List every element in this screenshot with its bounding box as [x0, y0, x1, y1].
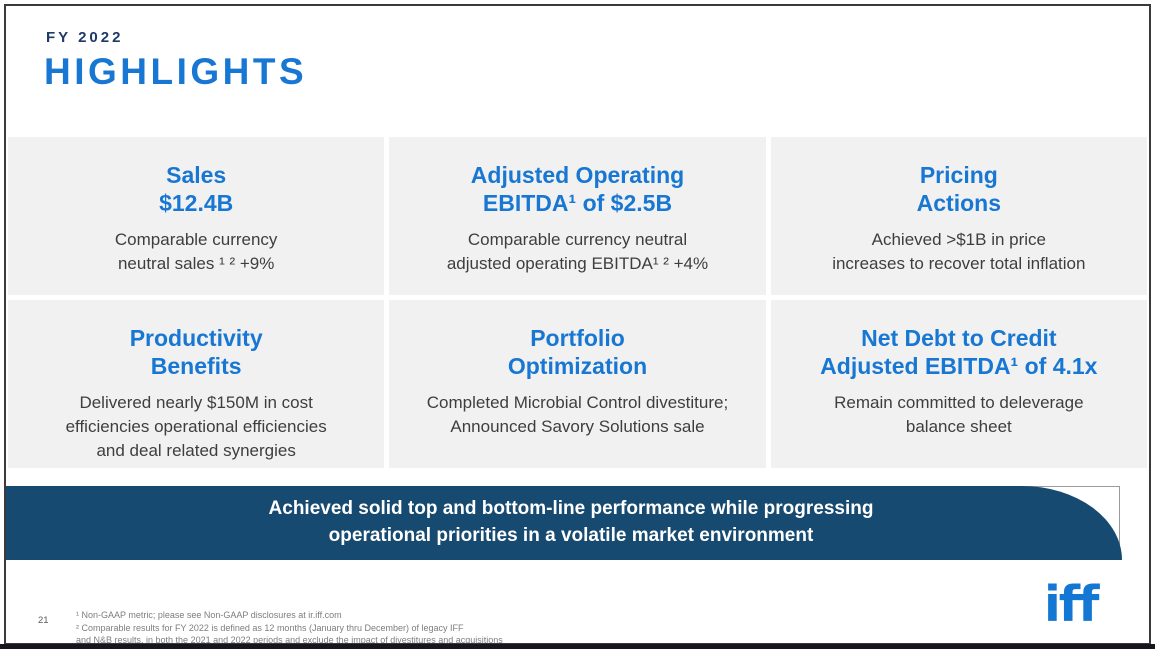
- summary-banner-background: [6, 486, 1122, 560]
- card-body: Delivered nearly $150M in cost efficienc…: [8, 391, 384, 463]
- card-title-line: Productivity: [129, 325, 263, 351]
- card-body-line: Announced Savory Solutions sale: [450, 417, 705, 436]
- card-title-line: Optimization: [507, 353, 648, 379]
- card-title-line: Pricing: [919, 162, 998, 188]
- card-body-line: Comparable currency neutral: [467, 230, 688, 249]
- card-title-line: Net Debt to Credit: [861, 325, 1057, 351]
- card-net-debt: Net Debt to Credit Adjusted EBITDA¹ of 4…: [770, 300, 1147, 468]
- card-body-line: and deal related synergies: [96, 441, 296, 460]
- summary-banner-line: operational priorities in a volatile mar…: [328, 525, 814, 546]
- summary-banner: Achieved solid top and bottom-line perfo…: [6, 486, 1122, 560]
- summary-banner-line: Achieved solid top and bottom-line perfo…: [268, 498, 874, 519]
- footnote-comparable-results: ² Comparable results for FY 2022 is defi…: [76, 622, 464, 633]
- card-body-line: increases to recover total inflation: [832, 254, 1086, 273]
- card-body: Achieved >$1B in price increases to reco…: [771, 228, 1147, 276]
- card-body-line: Delivered nearly $150M in cost: [79, 393, 313, 412]
- card-title-line: Benefits: [150, 353, 242, 379]
- card-body-line: adjusted operating EBITDA¹ ² +4%: [446, 254, 709, 273]
- card-body-line: efficiencies operational efficiencies: [65, 417, 327, 436]
- card-title-line: Sales: [166, 162, 227, 188]
- card-title: Portfolio Optimization: [389, 324, 765, 380]
- iff-logo: iff: [1044, 576, 1099, 633]
- footnote-non-gaap: ¹ Non-GAAP metric; please see Non-GAAP d…: [76, 610, 342, 620]
- highlights-grid: Sales $12.4B Comparable currency neutral…: [8, 137, 1147, 468]
- card-title: Productivity Benefits: [8, 324, 384, 380]
- card-body: Comparable currency neutral adjusted ope…: [389, 228, 765, 276]
- card-body-line: Completed Microbial Control divestiture;: [426, 393, 729, 412]
- summary-banner-text: Achieved solid top and bottom-line perfo…: [7, 487, 1119, 557]
- card-body: Remain committed to deleverage balance s…: [771, 391, 1147, 439]
- card-title-line: Adjusted Operating: [470, 162, 685, 188]
- card-body: Completed Microbial Control divestiture;…: [389, 391, 765, 439]
- card-title: Sales $12.4B: [8, 161, 384, 217]
- card-body: Comparable currency neutral sales ¹ ² +9…: [8, 228, 384, 276]
- footnotes: ¹ Non-GAAP metric; please see Non-GAAP d…: [76, 609, 503, 647]
- card-body-line: Achieved >$1B in price: [871, 230, 1046, 249]
- card-body-line: Comparable currency: [114, 230, 278, 249]
- page-title: HIGHLIGHTS: [44, 51, 308, 92]
- card-adjusted-operating-ebitda: Adjusted Operating EBITDA¹ of $2.5B Comp…: [389, 137, 766, 295]
- card-title-line: Portfolio: [530, 325, 625, 351]
- card-productivity-benefits: Productivity Benefits Delivered nearly $…: [8, 300, 385, 468]
- card-pricing-actions: Pricing Actions Achieved >$1B in price i…: [770, 137, 1147, 295]
- card-title: Net Debt to Credit Adjusted EBITDA¹ of 4…: [771, 324, 1147, 380]
- card-body-line: neutral sales ¹ ² +9%: [117, 254, 275, 273]
- footnote-comparable-results-cont: and N&B results, in both the 2021 and 20…: [76, 635, 503, 645]
- card-body-line: balance sheet: [905, 417, 1012, 436]
- slide-bottom-edge: [0, 644, 1155, 649]
- card-title: Pricing Actions: [771, 161, 1147, 217]
- fiscal-year-label: FY 2022: [46, 29, 124, 46]
- card-title-line: EBITDA¹ of $2.5B: [482, 190, 673, 216]
- card-title-line: $12.4B: [159, 190, 234, 216]
- card-title: Adjusted Operating EBITDA¹ of $2.5B: [389, 161, 765, 217]
- page-number: 21: [38, 615, 49, 626]
- card-body-line: Remain committed to deleverage: [834, 393, 1084, 412]
- card-portfolio-optimization: Portfolio Optimization Completed Microbi…: [389, 300, 766, 468]
- card-sales: Sales $12.4B Comparable currency neutral…: [8, 137, 385, 295]
- card-title-line: Actions: [916, 190, 1001, 216]
- card-title-line: Adjusted EBITDA¹ of 4.1x: [820, 353, 1098, 379]
